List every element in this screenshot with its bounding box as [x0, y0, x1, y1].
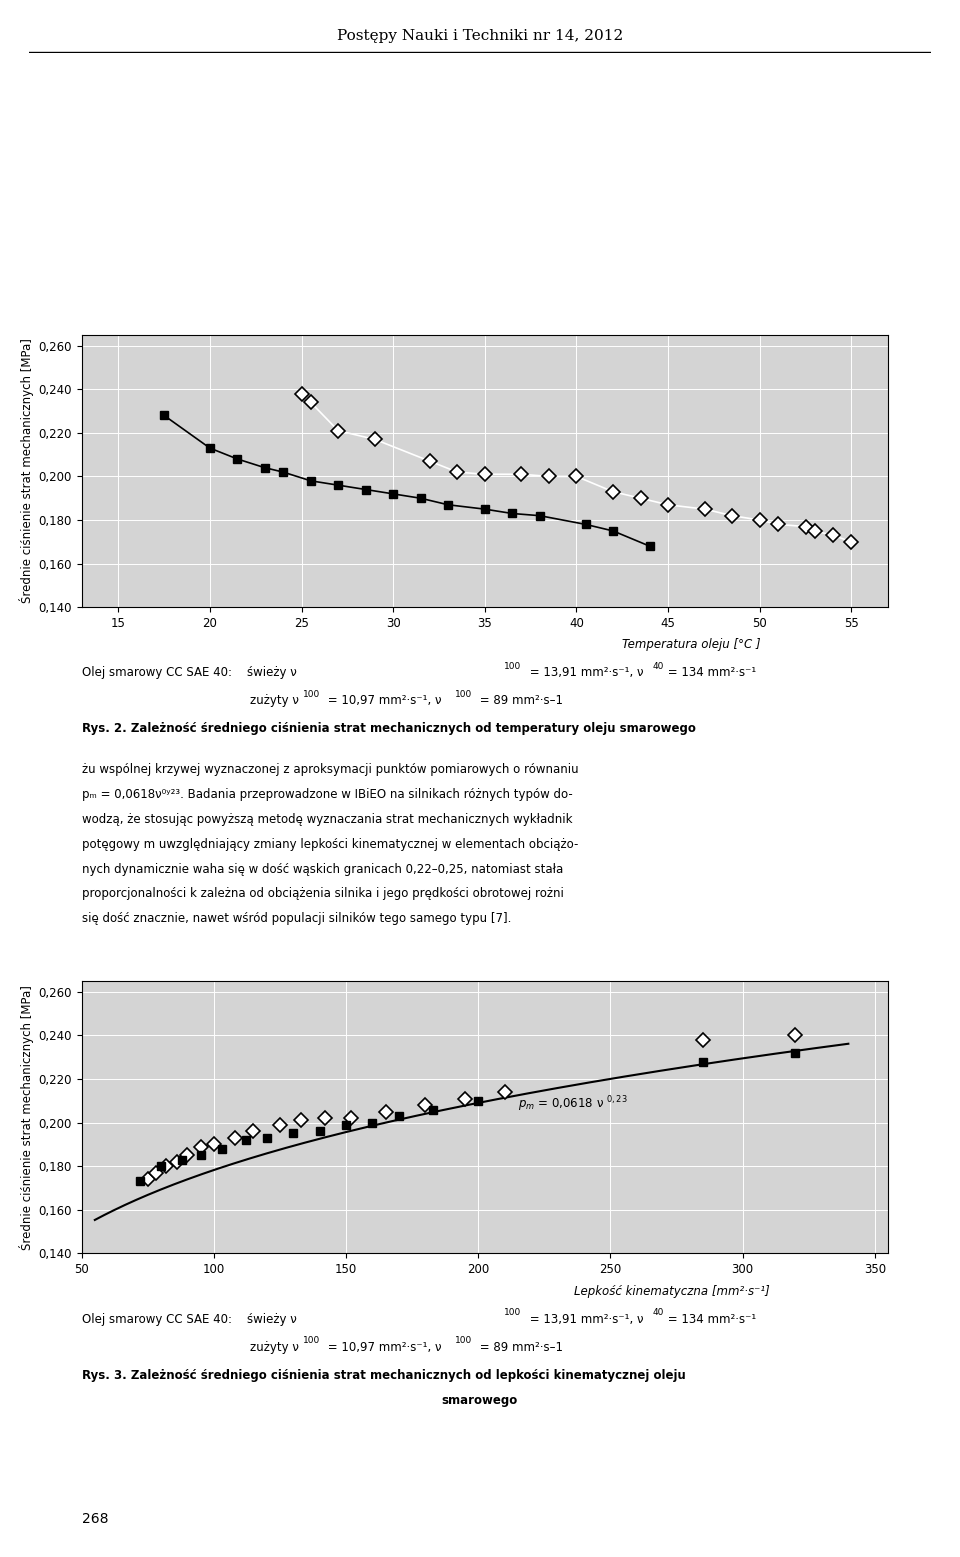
Text: proporcjonalności k zależna od obciążenia silnika i jego prędkości obrotowej roż: proporcjonalności k zależna od obciążeni…: [82, 887, 564, 900]
Text: Postępy Nauki i Techniki nr 14, 2012: Postępy Nauki i Techniki nr 14, 2012: [337, 30, 623, 42]
Text: = 134 mm²·s⁻¹: = 134 mm²·s⁻¹: [664, 1313, 756, 1325]
Text: Olej smarowy CC SAE 40:    świeży ν: Olej smarowy CC SAE 40: świeży ν: [82, 666, 297, 679]
Text: 268: 268: [82, 1512, 108, 1526]
Text: = 13,91 mm²·s⁻¹, ν: = 13,91 mm²·s⁻¹, ν: [526, 1313, 643, 1325]
Text: zużyty ν: zużyty ν: [250, 1341, 299, 1353]
Text: = 89 mm²·s–1: = 89 mm²·s–1: [476, 1341, 564, 1353]
Text: 100: 100: [455, 690, 472, 699]
Text: 100: 100: [504, 1308, 521, 1317]
Text: = 134 mm²·s⁻¹: = 134 mm²·s⁻¹: [664, 666, 756, 679]
Y-axis label: Średnie ciśnienie strat mechanicznych [MPa]: Średnie ciśnienie strat mechanicznych [M…: [19, 338, 35, 604]
Text: zużyty ν: zużyty ν: [250, 694, 299, 707]
Text: = 89 mm²·s–1: = 89 mm²·s–1: [476, 694, 564, 707]
Text: Rys. 3. Zależność średniego ciśnienia strat mechanicznych od lepkości kinematycz: Rys. 3. Zależność średniego ciśnienia st…: [82, 1369, 685, 1381]
Text: żu wspólnej krzywej wyznaczonej z aproksymacji punktów pomiarowych o równaniu: żu wspólnej krzywej wyznaczonej z aproks…: [82, 763, 578, 775]
Text: 100: 100: [303, 1336, 321, 1345]
Text: 40: 40: [653, 662, 664, 671]
Text: 100: 100: [504, 662, 521, 671]
Text: 100: 100: [455, 1336, 472, 1345]
Text: potęgowy m uwzględniający zmiany lepkości kinematycznej w elementach obciążo-: potęgowy m uwzględniający zmiany lepkośc…: [82, 838, 578, 850]
Text: 40: 40: [653, 1308, 664, 1317]
Text: nych dynamicznie waha się w dość wąskich granicach 0,22–0,25, natomiast stała: nych dynamicznie waha się w dość wąskich…: [82, 863, 563, 875]
Text: = 10,97 mm²·s⁻¹, ν: = 10,97 mm²·s⁻¹, ν: [324, 1341, 442, 1353]
Text: Rys. 2. Zależność średniego ciśnienia strat mechanicznych od temperatury oleju s: Rys. 2. Zależność średniego ciśnienia st…: [82, 722, 695, 735]
Text: = 10,97 mm²·s⁻¹, ν: = 10,97 mm²·s⁻¹, ν: [324, 694, 442, 707]
Text: pₘ = 0,0618ν⁰ʸ²³. Badania przeprowadzone w IBiEO na silnikach różnych typów do-: pₘ = 0,0618ν⁰ʸ²³. Badania przeprowadzone…: [82, 788, 572, 800]
Text: wodzą, że stosując powyższą metodę wyznaczania strat mechanicznych wykładnik: wodzą, że stosując powyższą metodę wyzna…: [82, 813, 572, 825]
Y-axis label: Średnie ciśnienie strat mechanicznych [MPa]: Średnie ciśnienie strat mechanicznych [M…: [19, 984, 35, 1250]
Text: = 13,91 mm²·s⁻¹, ν: = 13,91 mm²·s⁻¹, ν: [526, 666, 643, 679]
Text: $p_m$ = 0,0618 ν $^{0,23}$: $p_m$ = 0,0618 ν $^{0,23}$: [517, 1095, 628, 1113]
Text: smarowego: smarowego: [442, 1394, 518, 1406]
Text: się dość znacznie, nawet wśród populacji silników tego samego typu [7].: się dość znacznie, nawet wśród populacji…: [82, 912, 511, 925]
Text: Olej smarowy CC SAE 40:    świeży ν: Olej smarowy CC SAE 40: świeży ν: [82, 1313, 297, 1325]
Text: 100: 100: [303, 690, 321, 699]
Text: Lepkość kinematyczna [mm²·s⁻¹]: Lepkość kinematyczna [mm²·s⁻¹]: [574, 1285, 770, 1297]
Text: Temperatura oleju [°C ]: Temperatura oleju [°C ]: [622, 638, 760, 651]
